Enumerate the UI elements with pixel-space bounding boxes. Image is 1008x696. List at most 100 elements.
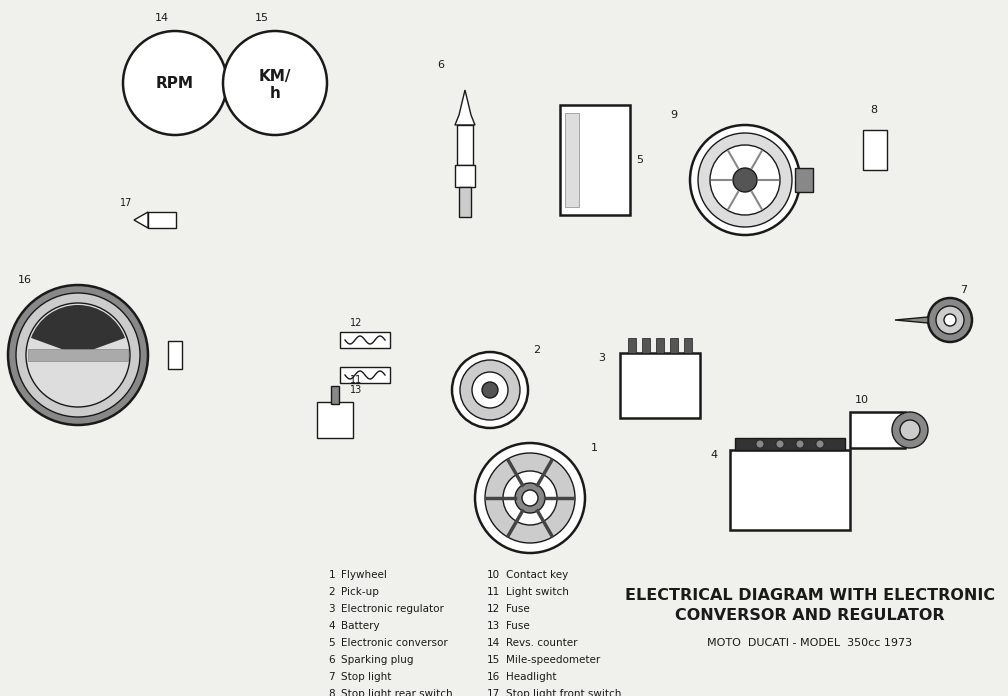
Bar bbox=[340, 367, 390, 383]
Bar bbox=[455, 165, 475, 187]
Circle shape bbox=[475, 443, 585, 553]
Circle shape bbox=[26, 303, 130, 407]
Text: Light switch: Light switch bbox=[506, 587, 569, 597]
Text: Electronic conversor: Electronic conversor bbox=[341, 638, 448, 648]
Text: 15: 15 bbox=[255, 13, 269, 23]
Text: 16: 16 bbox=[18, 275, 32, 285]
Text: Stop light: Stop light bbox=[341, 672, 391, 682]
Text: Electronic regulator: Electronic regulator bbox=[341, 604, 444, 614]
Text: 12: 12 bbox=[350, 318, 362, 328]
Text: Contact key: Contact key bbox=[506, 570, 569, 580]
Text: 11: 11 bbox=[350, 375, 362, 385]
Bar bbox=[730, 450, 850, 530]
Circle shape bbox=[710, 145, 780, 215]
Bar bbox=[684, 338, 692, 353]
Circle shape bbox=[944, 314, 956, 326]
Text: 7: 7 bbox=[329, 672, 335, 682]
Bar bbox=[628, 338, 636, 353]
Text: 3: 3 bbox=[329, 604, 335, 614]
Text: 13: 13 bbox=[350, 385, 362, 395]
Circle shape bbox=[8, 285, 148, 425]
Text: 1: 1 bbox=[329, 570, 335, 580]
Circle shape bbox=[485, 453, 575, 543]
Text: 14: 14 bbox=[155, 13, 169, 23]
Text: 17: 17 bbox=[120, 198, 132, 208]
Bar bbox=[620, 353, 700, 418]
Text: 3: 3 bbox=[598, 353, 605, 363]
Bar bbox=[850, 412, 905, 448]
Text: 1: 1 bbox=[591, 443, 598, 453]
Text: 4: 4 bbox=[710, 450, 717, 460]
Bar bbox=[331, 386, 339, 404]
Bar bbox=[28, 349, 128, 361]
Bar bbox=[565, 113, 579, 207]
Wedge shape bbox=[31, 305, 125, 355]
Circle shape bbox=[503, 471, 557, 525]
Circle shape bbox=[936, 306, 964, 334]
Text: 6: 6 bbox=[437, 60, 444, 70]
Text: Battery: Battery bbox=[341, 621, 380, 631]
Circle shape bbox=[690, 125, 800, 235]
Text: Headlight: Headlight bbox=[506, 672, 556, 682]
Text: 8: 8 bbox=[870, 105, 877, 115]
Bar bbox=[457, 125, 473, 165]
Circle shape bbox=[928, 298, 972, 342]
Text: Flywheel: Flywheel bbox=[341, 570, 387, 580]
Text: 2: 2 bbox=[533, 345, 540, 355]
Text: 7: 7 bbox=[960, 285, 967, 295]
Circle shape bbox=[123, 31, 227, 135]
Text: 16: 16 bbox=[487, 672, 500, 682]
Text: 4: 4 bbox=[329, 621, 335, 631]
Bar bbox=[670, 338, 678, 353]
Polygon shape bbox=[455, 90, 475, 125]
Text: ELECTRICAL DIAGRAM WITH ELECTRONIC: ELECTRICAL DIAGRAM WITH ELECTRONIC bbox=[625, 588, 995, 603]
Bar bbox=[459, 187, 471, 217]
Text: 10: 10 bbox=[487, 570, 500, 580]
Circle shape bbox=[223, 31, 327, 135]
Text: MOTO  DUCATI - MODEL  350cc 1973: MOTO DUCATI - MODEL 350cc 1973 bbox=[708, 638, 912, 648]
Text: Revs. counter: Revs. counter bbox=[506, 638, 578, 648]
Circle shape bbox=[733, 168, 757, 192]
Text: 12: 12 bbox=[487, 604, 500, 614]
Text: Fuse: Fuse bbox=[506, 621, 530, 631]
Circle shape bbox=[472, 372, 508, 408]
Text: Fuse: Fuse bbox=[506, 604, 530, 614]
Bar bbox=[735, 438, 845, 450]
Text: h: h bbox=[269, 86, 280, 100]
Text: CONVERSOR AND REGULATOR: CONVERSOR AND REGULATOR bbox=[675, 608, 944, 623]
Text: 5: 5 bbox=[329, 638, 335, 648]
Bar bbox=[863, 130, 887, 170]
Bar bbox=[560, 105, 630, 215]
Bar bbox=[642, 338, 650, 353]
Bar bbox=[317, 402, 353, 438]
Circle shape bbox=[460, 360, 520, 420]
Circle shape bbox=[816, 440, 824, 448]
Text: 11: 11 bbox=[487, 587, 500, 597]
Polygon shape bbox=[134, 212, 148, 228]
Text: 15: 15 bbox=[487, 655, 500, 665]
Circle shape bbox=[900, 420, 920, 440]
Text: 5: 5 bbox=[636, 155, 643, 165]
Circle shape bbox=[16, 293, 140, 417]
Circle shape bbox=[698, 133, 792, 227]
Text: 13: 13 bbox=[487, 621, 500, 631]
Bar bbox=[148, 212, 176, 228]
Text: 6: 6 bbox=[329, 655, 335, 665]
Text: Sparking plug: Sparking plug bbox=[341, 655, 413, 665]
Text: 10: 10 bbox=[855, 395, 869, 405]
Text: 2: 2 bbox=[329, 587, 335, 597]
Text: 8: 8 bbox=[329, 689, 335, 696]
Text: RPM: RPM bbox=[156, 75, 194, 90]
Text: 17: 17 bbox=[487, 689, 500, 696]
Bar bbox=[795, 168, 813, 192]
Bar bbox=[340, 332, 390, 348]
Circle shape bbox=[452, 352, 528, 428]
Circle shape bbox=[515, 483, 545, 513]
Bar bbox=[656, 338, 664, 353]
Polygon shape bbox=[895, 317, 928, 323]
Text: Stop light front switch: Stop light front switch bbox=[506, 689, 621, 696]
Circle shape bbox=[482, 382, 498, 398]
Circle shape bbox=[756, 440, 764, 448]
Text: 14: 14 bbox=[487, 638, 500, 648]
Bar bbox=[168, 341, 182, 369]
